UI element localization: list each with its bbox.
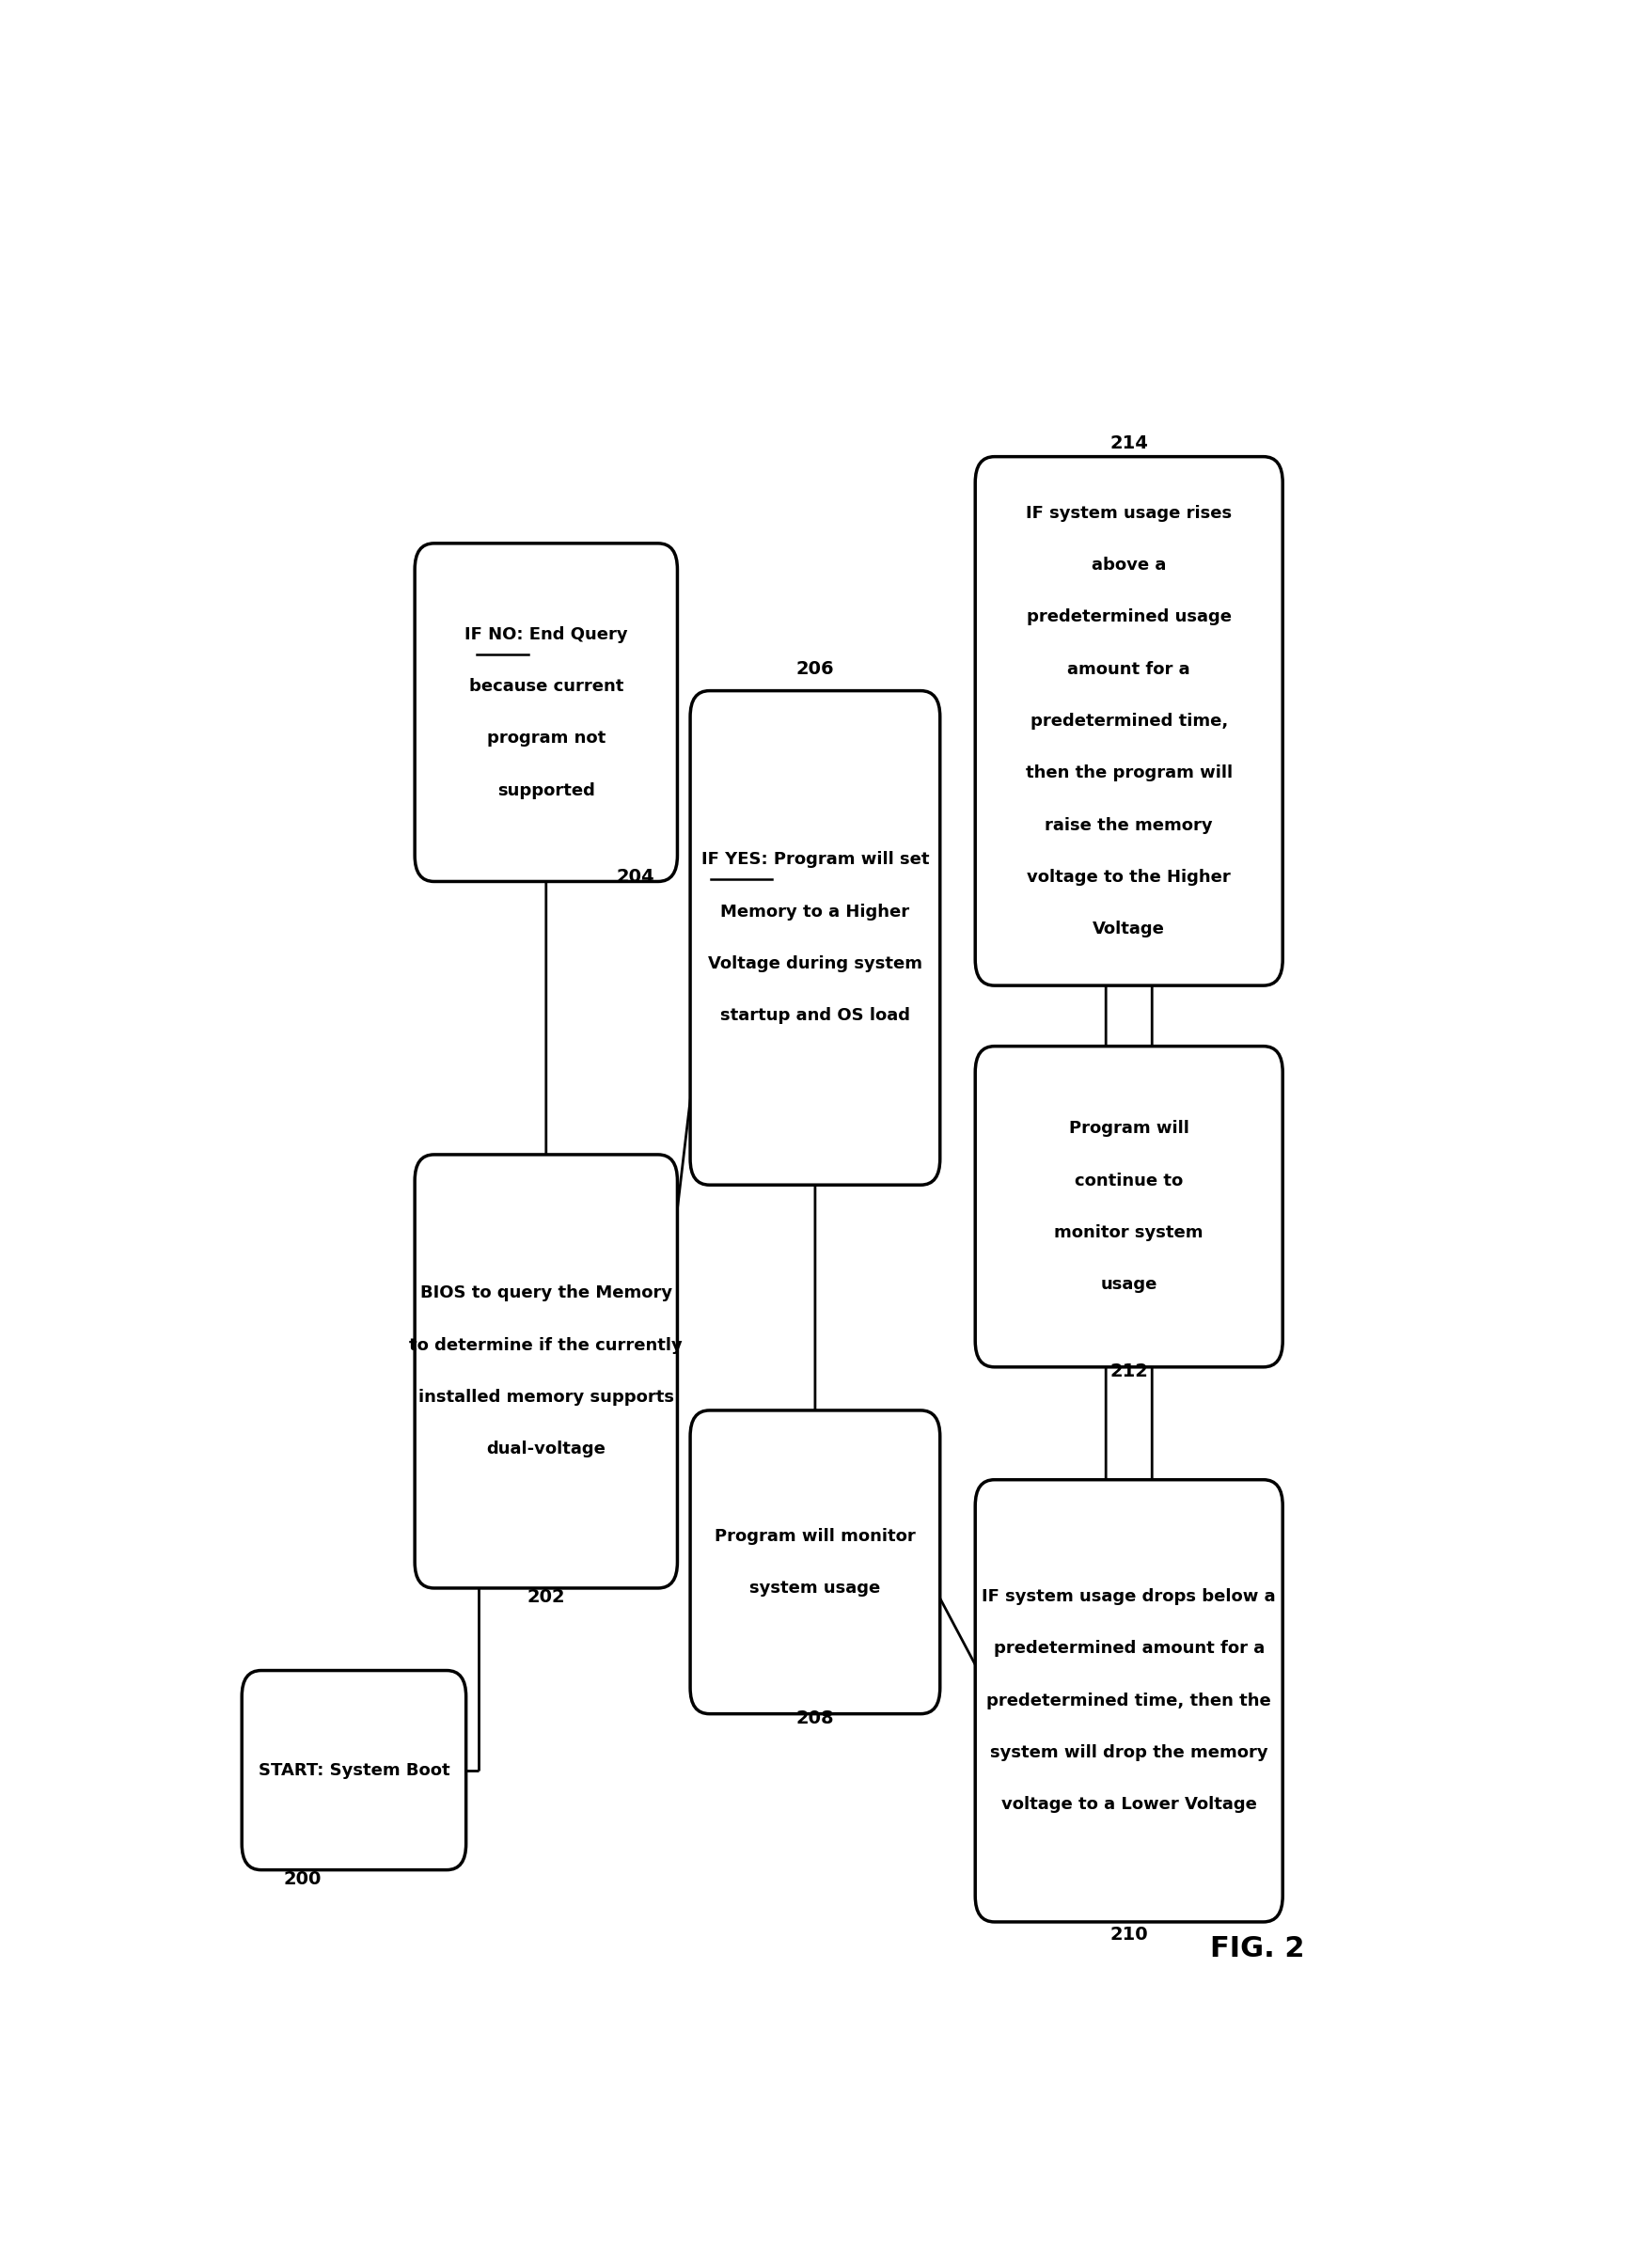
Text: usage: usage	[1100, 1277, 1156, 1293]
FancyBboxPatch shape	[415, 1155, 677, 1588]
FancyBboxPatch shape	[975, 1047, 1282, 1367]
Text: because current: because current	[469, 678, 623, 696]
Text: START: System Boot: START: System Boot	[258, 1761, 449, 1779]
Text: supported: supported	[497, 781, 595, 799]
Text: predetermined amount for a: predetermined amount for a	[993, 1639, 1264, 1657]
Text: BIOS to query the Memory: BIOS to query the Memory	[420, 1286, 672, 1302]
Text: IF YES: Program will set: IF YES: Program will set	[700, 851, 928, 869]
Text: 212: 212	[1108, 1362, 1148, 1380]
Text: continue to: continue to	[1074, 1171, 1183, 1189]
FancyBboxPatch shape	[975, 457, 1282, 986]
Text: monitor system: monitor system	[1054, 1225, 1203, 1241]
Text: raise the memory: raise the memory	[1044, 817, 1213, 833]
Text: IF system usage drops below a: IF system usage drops below a	[981, 1588, 1275, 1606]
Text: 206: 206	[796, 660, 834, 678]
FancyBboxPatch shape	[241, 1671, 466, 1869]
Text: then the program will: then the program will	[1024, 766, 1232, 781]
Text: 210: 210	[1108, 1925, 1148, 1943]
Text: system usage: system usage	[750, 1579, 881, 1597]
Text: IF NO: End Query: IF NO: End Query	[464, 626, 628, 642]
FancyBboxPatch shape	[415, 543, 677, 881]
Text: 214: 214	[1108, 435, 1148, 453]
Text: Voltage during system: Voltage during system	[707, 955, 922, 973]
Text: startup and OS load: startup and OS load	[720, 1007, 910, 1025]
Text: Program will: Program will	[1069, 1119, 1188, 1137]
Text: 202: 202	[527, 1588, 565, 1606]
Text: amount for a: amount for a	[1067, 660, 1189, 678]
Text: Voltage: Voltage	[1092, 921, 1165, 937]
Text: IF system usage rises: IF system usage rises	[1026, 504, 1231, 522]
Text: system will drop the memory: system will drop the memory	[990, 1745, 1267, 1761]
FancyBboxPatch shape	[691, 691, 940, 1185]
Text: 204: 204	[616, 869, 654, 885]
Text: Program will monitor: Program will monitor	[714, 1527, 915, 1545]
Text: FIG. 2: FIG. 2	[1209, 1934, 1303, 1961]
Text: to determine if the currently: to determine if the currently	[410, 1338, 682, 1353]
Text: 208: 208	[796, 1709, 834, 1727]
Text: program not: program not	[486, 730, 605, 748]
Text: voltage to the Higher: voltage to the Higher	[1026, 869, 1231, 885]
FancyBboxPatch shape	[691, 1410, 940, 1714]
Text: above a: above a	[1090, 556, 1166, 574]
Text: dual-voltage: dual-voltage	[486, 1441, 605, 1457]
Text: installed memory supports: installed memory supports	[418, 1389, 674, 1405]
Text: Memory to a Higher: Memory to a Higher	[720, 903, 909, 921]
Text: predetermined time, then the: predetermined time, then the	[986, 1691, 1270, 1709]
FancyBboxPatch shape	[975, 1480, 1282, 1921]
Text: predetermined time,: predetermined time,	[1029, 712, 1227, 730]
Text: predetermined usage: predetermined usage	[1026, 608, 1231, 626]
Text: 200: 200	[284, 1871, 322, 1889]
Text: voltage to a Lower Voltage: voltage to a Lower Voltage	[1001, 1797, 1256, 1813]
